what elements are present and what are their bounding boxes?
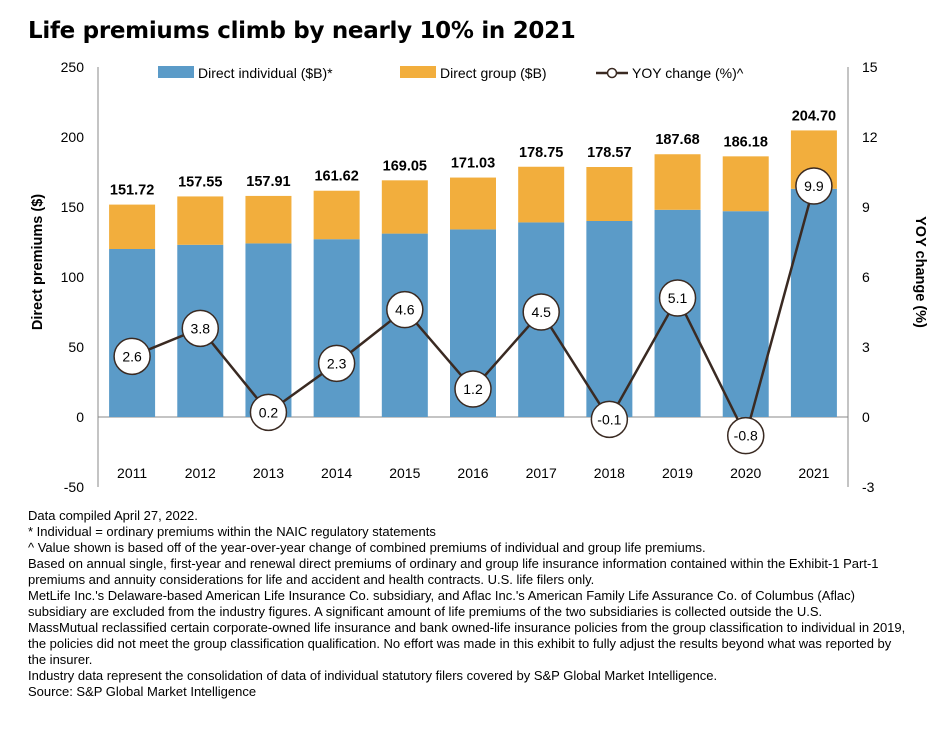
yoy-value-label: 5.1 xyxy=(668,290,688,306)
legend-label-direct-individual: Direct individual ($B)* xyxy=(198,65,333,81)
yoy-value-label: 0.2 xyxy=(259,404,279,420)
yoy-marker xyxy=(181,309,220,348)
bar-direct-group xyxy=(177,196,224,245)
y-tick-label: 50 xyxy=(68,339,84,355)
chart-title: Life premiums climb by nearly 10% in 202… xyxy=(28,18,576,44)
yoy-value-label: 2.3 xyxy=(327,355,347,371)
bar-direct-group xyxy=(722,156,769,212)
bar-direct-group xyxy=(518,166,565,223)
note-line: MassMutual reclassified certain corporat… xyxy=(28,620,906,667)
x-tick-label: 2021 xyxy=(798,465,829,481)
legend-swatch-direct-individual xyxy=(158,66,194,78)
y2-tick-label: 12 xyxy=(862,129,878,145)
bar-direct-individual xyxy=(313,239,360,417)
y2-axis-title: YOY change (%) xyxy=(912,216,928,328)
bar-direct-individual xyxy=(722,211,769,417)
chart-notes: Data compiled April 27, 2022. * Individu… xyxy=(28,508,908,700)
y2-tick-label: -3 xyxy=(862,479,875,495)
yoy-marker xyxy=(795,167,833,205)
bar-total-label: 151.72 xyxy=(110,183,154,199)
legend-label-yoy: YOY change (%)^ xyxy=(632,65,744,81)
bar-direct-group xyxy=(450,177,496,230)
x-tick-label: 2013 xyxy=(253,465,284,481)
bar-direct-individual xyxy=(109,249,156,417)
bar-total-label: 161.62 xyxy=(314,169,358,185)
bar-direct-group xyxy=(313,190,360,240)
x-tick-label: 2019 xyxy=(662,465,693,481)
x-tick-label: 2012 xyxy=(185,465,216,481)
note-line: Data compiled April 27, 2022. xyxy=(28,508,198,523)
y2-tick-label: 3 xyxy=(862,339,870,355)
yoy-value-label: 4.6 xyxy=(395,302,415,318)
y-tick-label: 250 xyxy=(61,59,85,75)
legend-marker-yoy xyxy=(606,67,618,79)
y-tick-label: 0 xyxy=(76,409,84,425)
y2-tick-label: 6 xyxy=(862,269,870,285)
y-tick-label: -50 xyxy=(64,479,84,495)
yoy-marker xyxy=(249,393,288,432)
y2-tick-label: 0 xyxy=(862,409,870,425)
chart: 250 200 150 100 50 0 -50 15 12 9 6 3 0 -3 Direct premi… xyxy=(30,59,928,495)
bar-direct-individual xyxy=(586,221,633,417)
yoy-marker xyxy=(590,400,629,439)
bar-total-label: 157.55 xyxy=(178,174,222,190)
bar-direct-group xyxy=(245,195,292,244)
bar-total-label: 169.05 xyxy=(383,158,427,174)
legend-label-direct-group: Direct group ($B) xyxy=(440,65,547,81)
bar-direct-group xyxy=(381,180,428,234)
note-line: MetLife Inc.'s Delaware-based American L… xyxy=(28,588,855,619)
note-line: Industry data represent the consolidatio… xyxy=(28,668,718,683)
note-line: Source: S&P Global Market Intelligence xyxy=(28,684,257,699)
note-line: * Individual = ordinary premiums within … xyxy=(28,524,436,539)
bar-total-label: 171.03 xyxy=(451,156,495,172)
yoy-marker xyxy=(522,293,560,331)
note-line: Based on annual single, first-year and r… xyxy=(28,556,879,587)
x-tick-label: 2011 xyxy=(117,465,147,481)
x-tick-label: 2015 xyxy=(389,465,420,481)
x-tick-label: 2017 xyxy=(526,465,557,481)
bar-total-label: 204.70 xyxy=(792,108,836,124)
yoy-value-label: 3.8 xyxy=(191,320,211,336)
yoy-marker xyxy=(113,337,151,376)
bar-direct-individual xyxy=(245,243,292,417)
yoy-value-label: -0.8 xyxy=(734,428,758,444)
yoy-marker xyxy=(658,279,697,317)
bar-total-label: 186.18 xyxy=(724,134,768,150)
x-tick-label: 2014 xyxy=(321,465,352,481)
y-tick-label: 100 xyxy=(61,269,85,285)
x-tick-label: 2020 xyxy=(730,465,761,481)
note-line: ^ Value shown is based off of the year-o… xyxy=(28,540,706,555)
bar-total-label: 178.75 xyxy=(519,145,563,161)
yoy-marker xyxy=(454,370,492,408)
bar-total-label: 187.68 xyxy=(655,132,699,148)
yoy-marker xyxy=(726,416,765,455)
yoy-value-label: 1.2 xyxy=(463,381,483,397)
bar-total-label: 178.57 xyxy=(587,145,631,161)
bar-direct-group xyxy=(586,167,633,221)
yoy-marker xyxy=(386,290,424,329)
bar-total-label: 157.91 xyxy=(246,174,290,190)
bar-direct-individual xyxy=(790,188,837,417)
bar-direct-group xyxy=(109,204,156,249)
x-tick-label: 2016 xyxy=(457,465,488,481)
y-axis-title: Direct premiums ($) xyxy=(30,194,46,330)
yoy-marker xyxy=(317,344,356,383)
y-tick-label: 200 xyxy=(61,129,85,145)
y2-tick-label: 15 xyxy=(862,59,878,75)
yoy-value-label: 2.6 xyxy=(122,348,142,364)
x-tick-label: 2018 xyxy=(594,465,625,481)
bar-direct-group xyxy=(654,154,701,210)
yoy-value-label: -0.1 xyxy=(597,411,621,427)
y-tick-label: 150 xyxy=(61,199,85,215)
yoy-value-label: 9.9 xyxy=(804,178,824,194)
y2-tick-label: 9 xyxy=(862,199,870,215)
legend-swatch-direct-group xyxy=(400,66,436,78)
yoy-value-label: 4.5 xyxy=(531,304,551,320)
